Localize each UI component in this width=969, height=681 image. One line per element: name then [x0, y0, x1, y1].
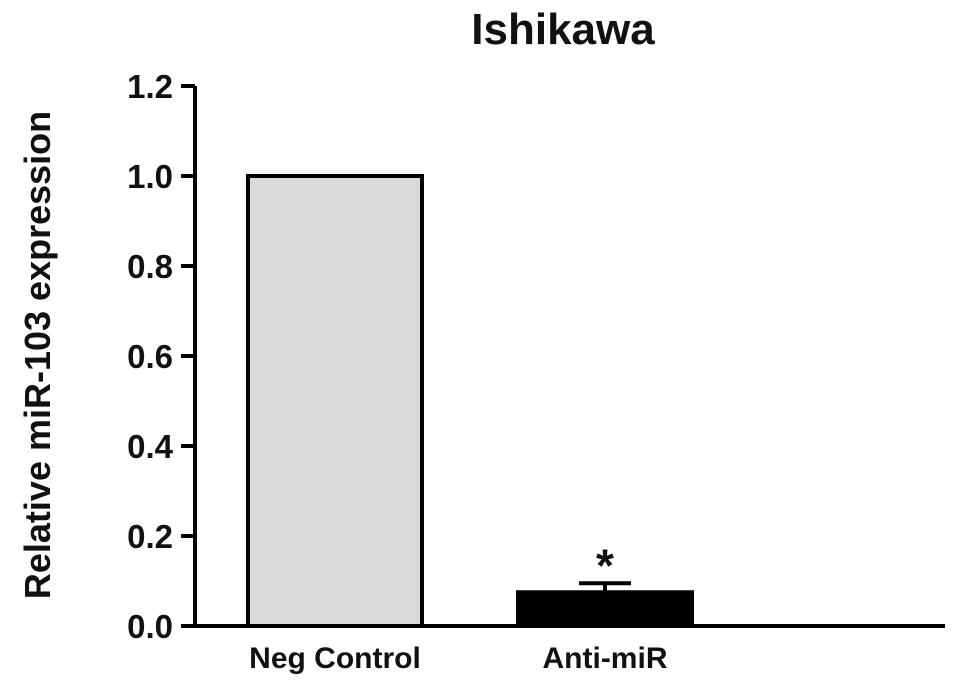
chart-title: Ishikawa: [471, 5, 655, 54]
bars-layer: [246, 174, 694, 628]
y-tick-label: 0.6: [127, 338, 173, 375]
error-bars-layer: [579, 581, 631, 593]
y-tick-label: 0.8: [127, 248, 173, 285]
bar-anti-mir: [516, 590, 694, 628]
y-tick-label: 0.2: [127, 518, 173, 555]
x-tick-label-neg-control: Neg Control: [249, 642, 421, 675]
annotations-layer: *: [596, 539, 614, 591]
y-tick-label: 0.0: [127, 608, 173, 645]
significance-marker: *: [596, 539, 614, 591]
y-ticks-layer: 0.0 0.2 0.4 0.6 0.8 1.0 1.2: [127, 68, 195, 645]
y-axis-label: Relative miR-103 expression: [17, 111, 58, 599]
y-tick-label: 1.2: [127, 68, 173, 105]
y-tick-label: 0.4: [127, 428, 174, 465]
category-labels-layer: Neg Control Anti-miR: [249, 642, 668, 675]
y-tick-label: 1.0: [127, 158, 173, 195]
bar-neg-control: [246, 174, 424, 628]
x-tick-label-anti-mir: Anti-miR: [543, 642, 668, 675]
error-bar-anti-mir: [579, 581, 631, 593]
